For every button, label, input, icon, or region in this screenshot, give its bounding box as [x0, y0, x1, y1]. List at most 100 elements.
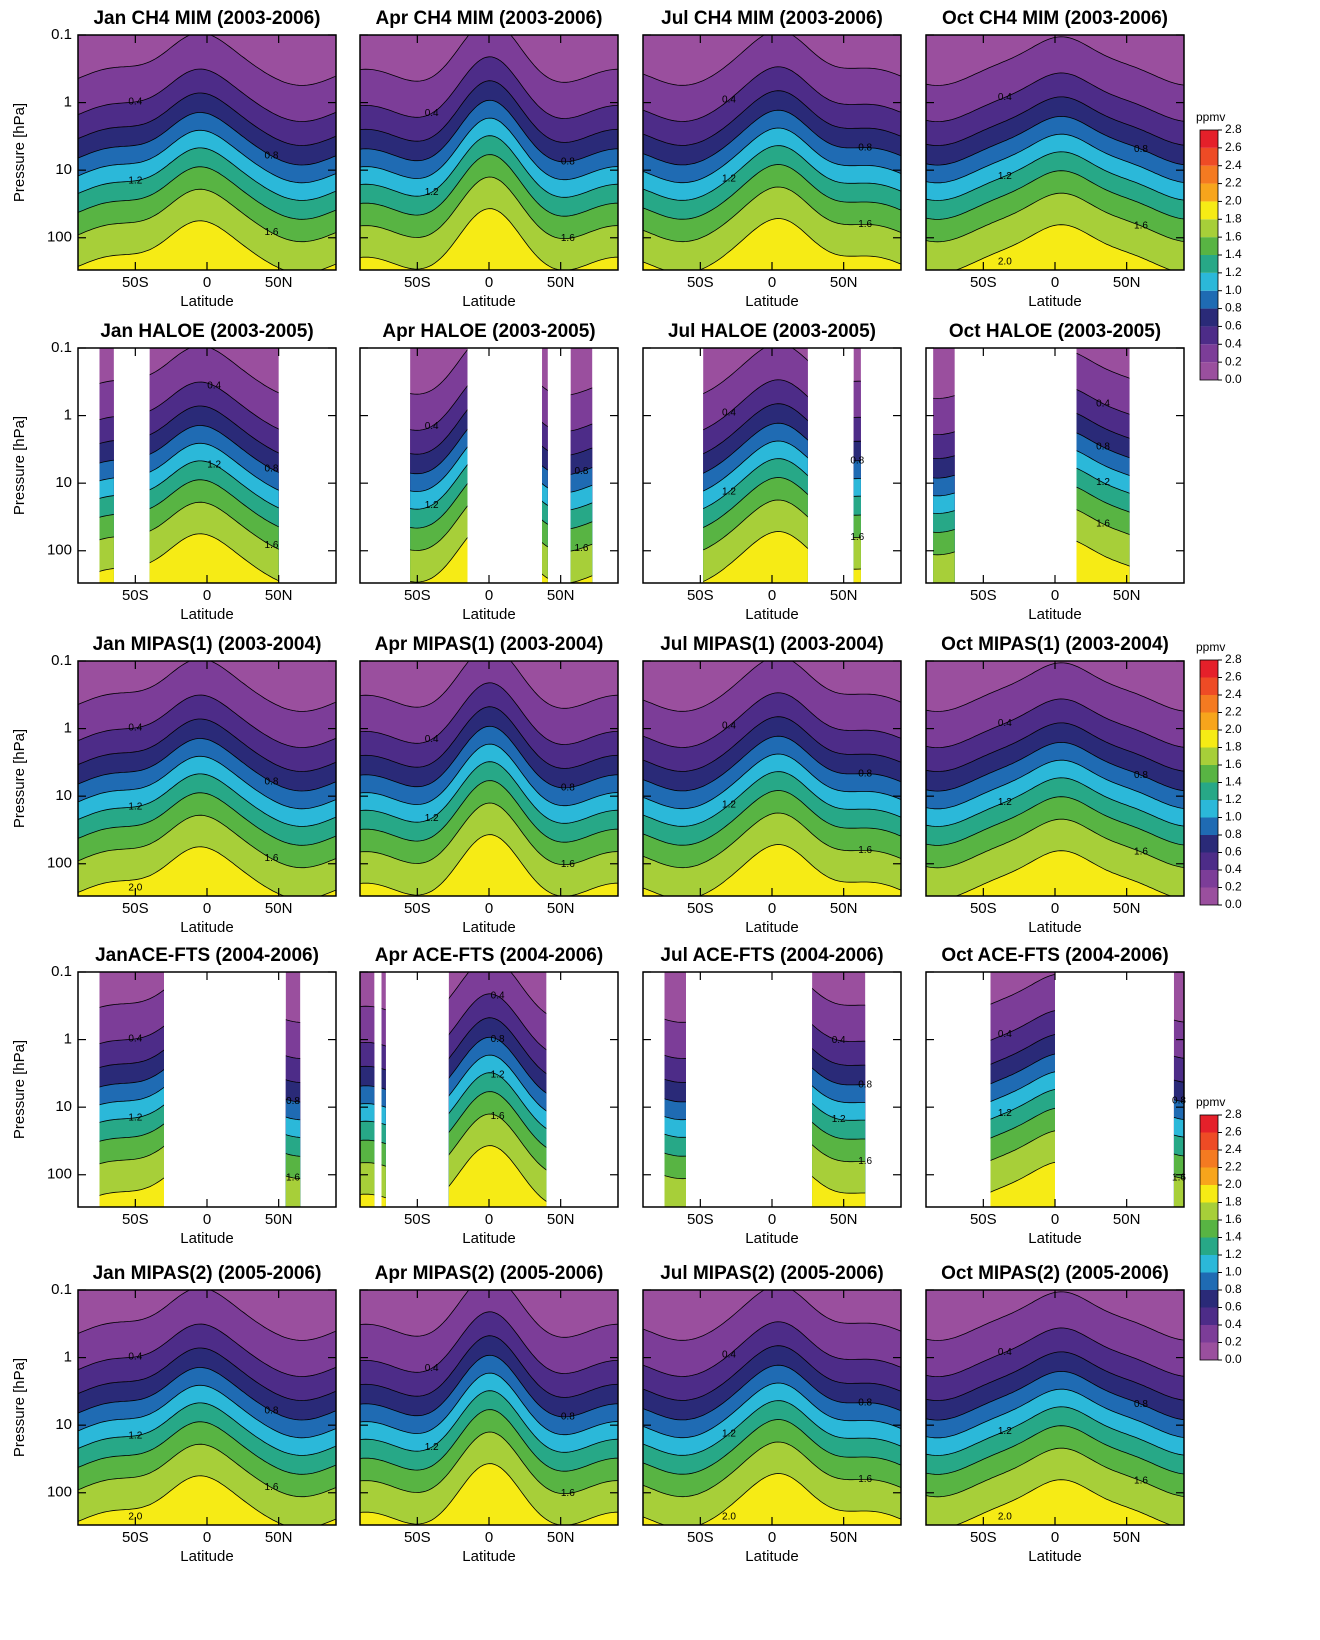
- x-tick-label: 0: [485, 1529, 493, 1546]
- colorbar-swatch: [1200, 870, 1218, 888]
- contour-line: [926, 777, 1184, 827]
- colorbar-swatch: [1200, 1167, 1218, 1185]
- x-tick-label: 50N: [265, 1211, 293, 1228]
- contour-band: [360, 834, 618, 896]
- x-axis-label: Latitude: [1028, 1548, 1081, 1565]
- contour-line: [643, 812, 901, 869]
- contour-line: [360, 1409, 618, 1472]
- x-axis-label: Latitude: [180, 293, 233, 310]
- contour-line: [926, 722, 1184, 772]
- colorbar-tick-label: 0.2: [1225, 880, 1242, 894]
- colorbar-swatch: [1200, 1185, 1218, 1203]
- colorbar-swatch: [1200, 308, 1218, 327]
- contour-line: [360, 743, 618, 807]
- colorbar-tick-label: 2.2: [1225, 176, 1242, 190]
- y-tick-label: 1: [64, 94, 72, 111]
- colorbar-tick-label: 0.2: [1225, 354, 1242, 368]
- colorbar-tick-label: 2.8: [1225, 1107, 1242, 1121]
- contour-band: [933, 349, 1130, 583]
- colorbar-tick-label: 2.0: [1225, 722, 1242, 736]
- x-tick-label: 50S: [970, 274, 997, 291]
- x-tick-label: 0: [1051, 274, 1059, 291]
- colorbar-tick-label: 0.0: [1225, 372, 1242, 386]
- contour-line: [926, 1351, 1184, 1401]
- contour-line: [78, 147, 336, 201]
- contour-line: [360, 35, 618, 83]
- colorbar-unit: ppmv: [1196, 1095, 1225, 1109]
- contour-label: 0.8: [265, 1405, 279, 1416]
- colorbar-swatch: [1200, 1132, 1218, 1150]
- x-tick-label: 50N: [265, 587, 293, 604]
- y-tick-label: 10: [55, 787, 72, 804]
- colorbar-swatch: [1200, 290, 1218, 309]
- contour-band: [956, 224, 1171, 270]
- contour-line: [703, 422, 861, 479]
- contour-field: [78, 661, 336, 896]
- x-axis-label: Latitude: [1028, 293, 1081, 310]
- contour-line: [360, 661, 618, 709]
- contour-label: 1.6: [858, 1156, 872, 1167]
- x-tick-label: 50N: [1113, 900, 1141, 917]
- contour-line: [926, 1388, 1184, 1439]
- contour-label: 1.6: [265, 853, 279, 864]
- x-tick-label: 50N: [547, 1211, 575, 1228]
- contour-field: [926, 661, 1184, 896]
- colorbar-tick-label: 1.2: [1225, 792, 1242, 806]
- contour-line: [360, 176, 618, 240]
- contour-line: [643, 109, 901, 166]
- contour-band: [99, 533, 279, 583]
- contour-line: [926, 72, 1184, 123]
- contour-line: [643, 661, 901, 712]
- contour-label: 1.2: [998, 1426, 1012, 1437]
- contour-label: 1.2: [998, 797, 1012, 808]
- contour-label: 0.4: [128, 723, 142, 734]
- contour-label: 1.2: [722, 173, 736, 184]
- contour-label: 1.2: [425, 813, 439, 824]
- y-tick-label: 10: [55, 1098, 72, 1115]
- contour-label: 0.4: [722, 721, 736, 732]
- contour-label: 1.6: [1172, 1172, 1186, 1183]
- x-tick-label: 50S: [970, 900, 997, 917]
- colorbar-swatch: [1200, 1272, 1218, 1290]
- contour-label: 0.8: [265, 463, 279, 474]
- x-tick-label: 50N: [830, 274, 858, 291]
- contour-line: [933, 428, 1130, 479]
- y-axis-label: Pressure [hPa]: [11, 729, 28, 828]
- x-tick-label: 0: [203, 900, 211, 917]
- x-tick-label: 50N: [265, 900, 293, 917]
- contour-band: [956, 1479, 1171, 1525]
- colorbar-tick-label: 0.8: [1225, 827, 1242, 841]
- x-tick-label: 0: [485, 1211, 493, 1228]
- y-axis-label: Pressure [hPa]: [11, 1358, 28, 1457]
- contour-line: [926, 1370, 1184, 1421]
- contour-label: 1.6: [561, 859, 575, 870]
- contour-field: [926, 1290, 1184, 1525]
- contour-line: [360, 834, 618, 896]
- contour-label: 0.8: [858, 1079, 872, 1090]
- contour-line: [78, 718, 336, 772]
- contour-line: [78, 1367, 336, 1421]
- x-tick-label: 0: [485, 900, 493, 917]
- colorbar-tick-label: 0.6: [1225, 845, 1242, 859]
- colorbar-swatch: [1200, 1220, 1218, 1238]
- contour-label: 0.4: [425, 421, 439, 432]
- x-tick-label: 50N: [830, 1529, 858, 1546]
- contour-label: 1.6: [265, 540, 279, 551]
- contour-line: [360, 1390, 618, 1453]
- y-tick-label: 1: [64, 1349, 72, 1366]
- colorbar-tick-label: 0.4: [1225, 1317, 1242, 1331]
- x-axis-label: Latitude: [1028, 1230, 1081, 1247]
- contour-label: 1.2: [425, 500, 439, 511]
- contour-line: [933, 505, 1130, 556]
- contour-field: [360, 661, 618, 896]
- contour-label: 0.4: [207, 380, 221, 391]
- contour-label: 0.4: [491, 991, 505, 1002]
- x-tick-label: 50N: [1113, 274, 1141, 291]
- contour-line: [643, 1382, 901, 1439]
- contour-line: [643, 844, 901, 896]
- colorbar-swatch: [1200, 272, 1218, 291]
- contour-line: [78, 1402, 336, 1456]
- contour-band: [360, 1463, 618, 1525]
- x-tick-label: 50N: [265, 274, 293, 291]
